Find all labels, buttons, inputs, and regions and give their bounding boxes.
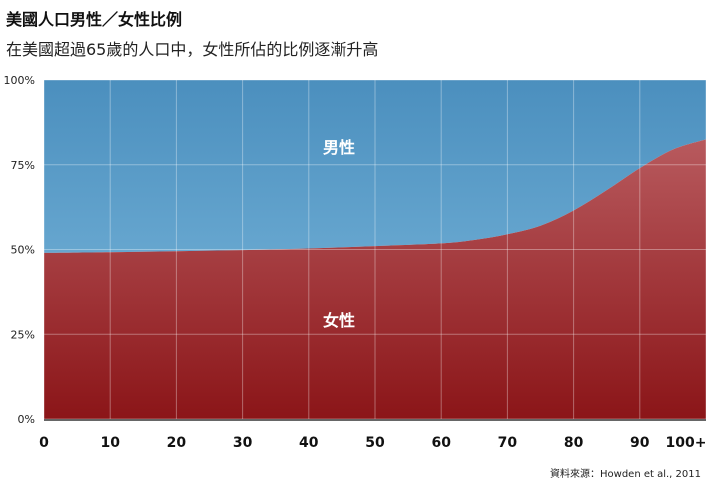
x-tick-label: 60 xyxy=(431,435,451,451)
x-tick-label: 100+ xyxy=(666,435,707,451)
y-tick-label: 0% xyxy=(18,413,35,426)
x-tick-label: 0 xyxy=(39,435,49,451)
x-tick-label: 50 xyxy=(365,435,385,451)
x-tick-label: 30 xyxy=(233,435,253,451)
chart-subtitle: 在美國超過65歲的人口中，女性所佔的比例逐漸升高 xyxy=(6,40,379,59)
x-tick-label: 20 xyxy=(167,435,187,451)
area-female xyxy=(44,139,706,419)
y-tick-label: 75% xyxy=(11,159,35,172)
x-tick-label: 10 xyxy=(100,435,120,451)
y-tick-label: 100% xyxy=(4,74,35,87)
chart-title: 美國人口男性／女性比例 xyxy=(6,10,183,29)
x-tick-label: 70 xyxy=(498,435,518,451)
x-tick-label: 90 xyxy=(630,435,650,451)
source-note: 資料來源：Howden et al., 2011 xyxy=(550,469,701,480)
series-label-female: 女性 xyxy=(323,311,355,330)
series-label-male: 男性 xyxy=(323,138,355,157)
y-tick-label: 25% xyxy=(11,328,35,341)
area-male xyxy=(44,80,706,253)
x-tick-label: 80 xyxy=(564,435,584,451)
x-tick-label: 40 xyxy=(299,435,319,451)
y-tick-label: 50% xyxy=(11,244,35,257)
